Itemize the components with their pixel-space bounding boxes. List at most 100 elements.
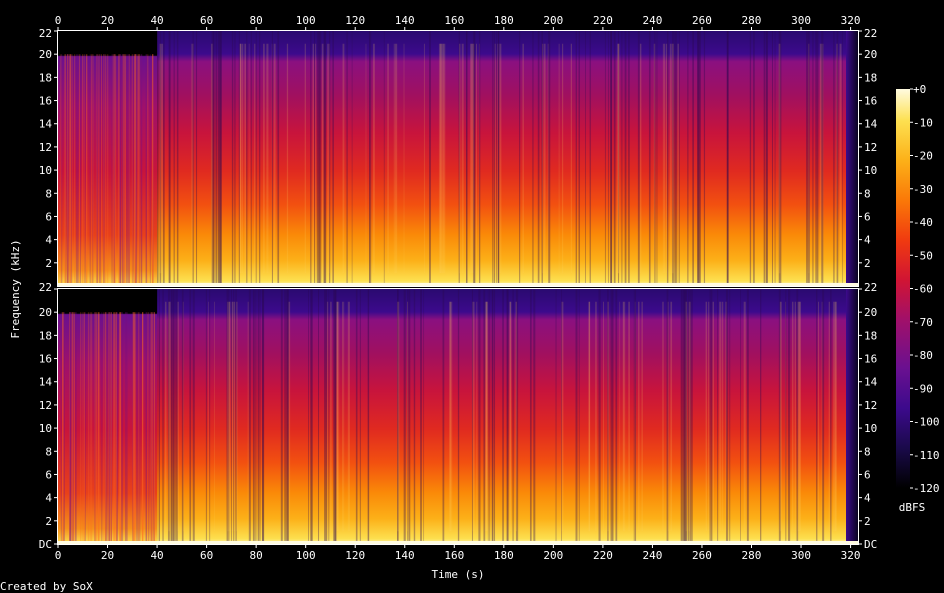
streak: [219, 31, 222, 286]
streak: [533, 289, 536, 544]
streak: [73, 312, 75, 544]
streak: [791, 301, 794, 532]
streak: [277, 31, 280, 286]
streak: [413, 289, 416, 544]
streak: [220, 31, 222, 286]
streak: [139, 54, 141, 286]
streak: [105, 312, 107, 544]
streak: [280, 289, 283, 544]
streak: [150, 312, 152, 544]
streak: [255, 31, 257, 286]
streak: [429, 31, 431, 286]
streak: [109, 312, 111, 544]
streak: [216, 31, 218, 286]
streak: [133, 312, 135, 544]
streak: [607, 289, 609, 544]
streak: [217, 31, 219, 286]
x-tick-label: 220: [593, 14, 613, 27]
colorbar-tick-label: -120: [913, 482, 940, 495]
streak: [607, 301, 609, 532]
streak: [319, 31, 322, 286]
streak: [812, 31, 814, 286]
streak: [669, 43, 672, 274]
streak: [67, 54, 69, 286]
streak: [231, 31, 234, 286]
streak: [796, 289, 799, 544]
streak: [152, 54, 154, 286]
streak: [113, 54, 115, 286]
streak: [284, 289, 285, 544]
streak: [681, 289, 684, 544]
streak: [323, 31, 325, 286]
streak: [231, 301, 233, 532]
colorbar-tick-label: -110: [913, 449, 940, 462]
dc-baseline: [58, 283, 858, 286]
spectrum-body: [157, 289, 858, 544]
streak: [171, 289, 174, 544]
streak: [71, 54, 73, 286]
streak: [610, 31, 612, 286]
streak: [213, 31, 215, 286]
streak: [506, 289, 509, 544]
streak: [147, 54, 149, 286]
streak: [692, 289, 693, 544]
streak: [89, 312, 91, 544]
streak: [139, 54, 141, 286]
streak: [818, 301, 820, 532]
y-tick-label: 20: [864, 306, 877, 319]
streak: [128, 54, 130, 286]
streak: [176, 289, 178, 544]
spectrogram-channel-1: [58, 31, 858, 286]
streak: [487, 289, 489, 544]
streak: [638, 301, 640, 532]
streak: [75, 312, 77, 544]
streak: [666, 31, 669, 286]
y-tick-label: 4: [864, 492, 871, 505]
streak: [105, 312, 107, 544]
streak: [109, 312, 111, 544]
streak: [214, 301, 215, 532]
streak: [215, 31, 217, 286]
streak: [623, 301, 626, 532]
streak: [126, 54, 128, 286]
streak: [151, 312, 153, 544]
y-tick-label: 20: [864, 48, 877, 61]
streak: [589, 31, 591, 286]
streak: [113, 312, 115, 544]
streak: [459, 43, 460, 274]
streak: [133, 54, 135, 286]
streak: [70, 54, 72, 286]
streak: [103, 312, 105, 544]
y-tick-label: 8: [45, 445, 52, 458]
streak: [725, 289, 729, 544]
streak: [150, 312, 152, 544]
y-tick-label: 2: [864, 257, 871, 270]
streak: [90, 54, 92, 286]
streak: [328, 43, 330, 274]
streak: [162, 289, 164, 544]
streak: [327, 43, 329, 274]
streak: [311, 289, 313, 544]
x-tick-label: 180: [494, 549, 514, 562]
streak: [326, 301, 329, 532]
streak: [60, 312, 62, 544]
streak: [509, 301, 511, 532]
streak: [543, 43, 546, 274]
streak: [310, 31, 312, 286]
streak: [816, 289, 818, 544]
streak: [585, 31, 586, 286]
streak: [575, 289, 578, 544]
streak: [779, 31, 782, 286]
streak: [450, 301, 453, 532]
streak: [266, 43, 269, 274]
colorbar-tick-label: -60: [913, 283, 933, 296]
spectrum-intro: [58, 289, 158, 544]
streak: [63, 312, 65, 544]
streak: [135, 54, 137, 286]
streak: [610, 289, 613, 544]
streak: [119, 312, 121, 544]
streak: [97, 312, 99, 544]
streak: [598, 289, 601, 544]
streak: [230, 289, 232, 544]
streak: [346, 31, 348, 286]
